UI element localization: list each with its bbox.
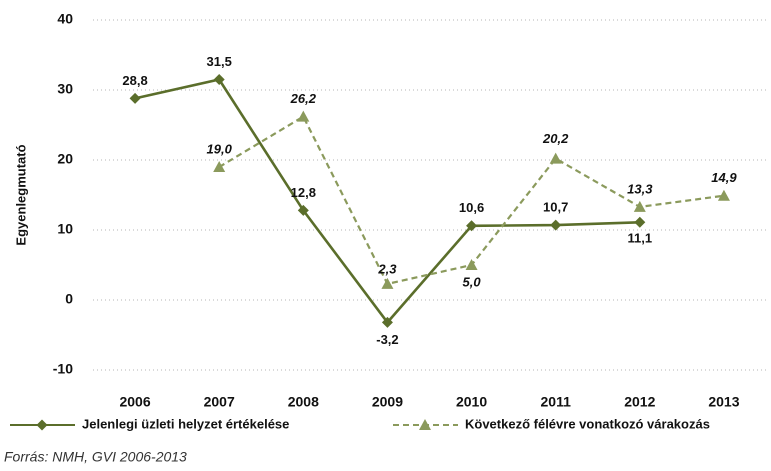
x-tick-label: 2008 bbox=[288, 394, 319, 410]
legend-label: Következő félévre vonatkozó várakozás bbox=[465, 416, 710, 431]
y-tick-label: 0 bbox=[65, 291, 73, 307]
data-label: 19,0 bbox=[207, 141, 233, 156]
y-tick-label: 10 bbox=[57, 221, 73, 237]
y-tick-label: -10 bbox=[53, 361, 73, 377]
x-tick-label: 2010 bbox=[456, 394, 487, 410]
data-point bbox=[550, 219, 562, 231]
data-point bbox=[466, 220, 478, 232]
data-label: 2,3 bbox=[377, 261, 397, 276]
data-point bbox=[213, 161, 226, 172]
data-label: 11,1 bbox=[628, 231, 653, 246]
legend-marker bbox=[419, 419, 431, 430]
data-label: 31,5 bbox=[207, 54, 232, 69]
data-label: 20,2 bbox=[542, 131, 569, 146]
data-label: 28,8 bbox=[122, 73, 147, 88]
data-point bbox=[381, 316, 393, 328]
legend-label: Jelenlegi üzleti helyzet értékelése bbox=[82, 416, 289, 431]
x-tick-label: 2009 bbox=[372, 394, 403, 410]
y-tick-label: 40 bbox=[57, 11, 73, 27]
data-label: 5,0 bbox=[463, 274, 482, 289]
x-tick-label: 2012 bbox=[624, 394, 655, 410]
data-point bbox=[465, 259, 478, 270]
data-point bbox=[129, 92, 141, 104]
x-tick-label: 2013 bbox=[708, 394, 739, 410]
x-tick-label: 2007 bbox=[204, 394, 235, 410]
data-point bbox=[634, 216, 646, 228]
y-axis-label: Egyenlegmutató bbox=[13, 144, 28, 245]
y-tick-label: 30 bbox=[57, 81, 73, 97]
data-label: 10,7 bbox=[543, 200, 568, 215]
data-point bbox=[633, 200, 646, 212]
x-tick-label: 2006 bbox=[119, 394, 150, 410]
data-point bbox=[297, 110, 310, 122]
data-point bbox=[297, 204, 309, 216]
data-label: -3,2 bbox=[376, 332, 398, 347]
data-label: 12,8 bbox=[291, 185, 316, 200]
data-label: 13,3 bbox=[627, 181, 653, 196]
data-label: 14,9 bbox=[711, 170, 737, 185]
legend-marker bbox=[36, 419, 48, 431]
data-point bbox=[549, 152, 562, 164]
data-label: 26,2 bbox=[290, 91, 317, 106]
data-point bbox=[381, 277, 394, 289]
y-tick-label: 20 bbox=[57, 151, 73, 167]
source-note: Forrás: NMH, GVI 2006-2013 bbox=[4, 449, 187, 465]
x-tick-label: 2011 bbox=[541, 394, 572, 410]
data-label: 10,6 bbox=[459, 200, 484, 215]
data-point bbox=[213, 74, 225, 85]
data-point bbox=[717, 189, 730, 201]
